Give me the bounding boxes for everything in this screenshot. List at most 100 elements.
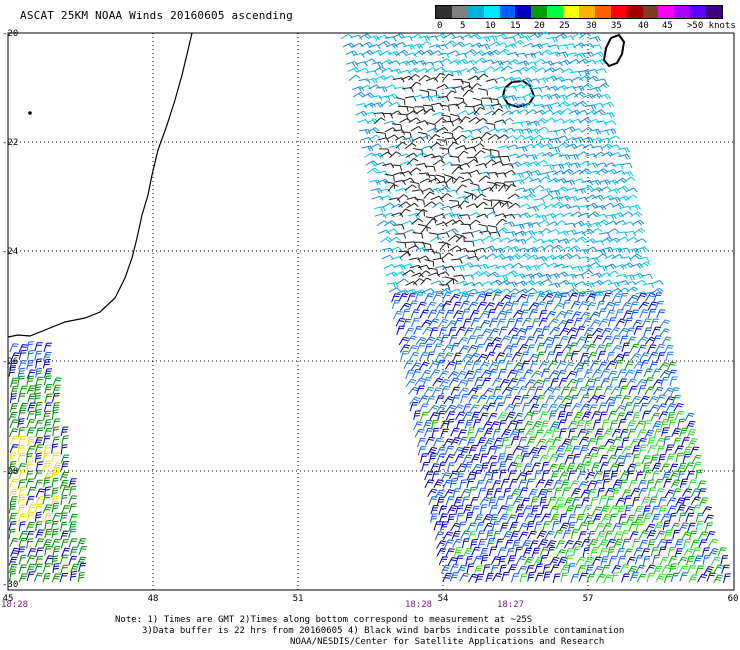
wind-barb	[608, 555, 618, 565]
wind-barb	[27, 393, 36, 403]
wind-barb	[478, 270, 491, 277]
wind-barb	[428, 44, 442, 50]
wind-barb	[561, 168, 574, 175]
wind-barb	[550, 471, 560, 481]
wind-barb	[69, 485, 77, 496]
wind-barb	[532, 420, 543, 430]
colorbar-label: 35	[611, 21, 622, 31]
wind-barb	[43, 410, 52, 421]
wind-barb	[426, 301, 437, 311]
wind-barb	[437, 410, 446, 421]
wind-barb	[488, 497, 497, 507]
wind-barb	[492, 201, 505, 209]
wind-barb	[486, 530, 494, 540]
wind-barb	[592, 556, 602, 566]
wind-barb	[466, 156, 478, 163]
wind-barb	[685, 420, 696, 430]
wind-barb	[386, 282, 399, 289]
wind-barb	[532, 238, 545, 244]
wind-barb	[518, 479, 527, 489]
wind-barb	[480, 462, 489, 473]
wind-barb	[26, 375, 35, 386]
wind-barb	[554, 487, 562, 498]
wind-barb	[34, 452, 42, 463]
wind-barb	[490, 199, 502, 206]
wind-barb	[476, 480, 485, 490]
wind-barb	[393, 264, 406, 270]
wind-barb	[679, 522, 689, 532]
wind-barb	[419, 89, 430, 97]
wind-barb	[496, 274, 509, 281]
wind-barb	[636, 292, 647, 302]
wind-barb	[468, 486, 477, 497]
wind-barb	[466, 335, 477, 345]
wind-barb	[643, 420, 652, 430]
wind-barb	[543, 164, 555, 171]
wind-barb	[485, 395, 496, 405]
wind-barb	[463, 240, 475, 247]
colorbar-label: 15	[510, 21, 521, 31]
wind-barb	[68, 538, 78, 548]
wind-barb	[619, 335, 629, 345]
wind-barb	[661, 564, 672, 574]
wind-barb	[662, 520, 671, 531]
wind-barb	[491, 469, 499, 480]
wind-barb	[414, 377, 426, 386]
wind-barb	[570, 351, 579, 361]
wind-barb	[537, 31, 550, 38]
wind-barb	[618, 147, 630, 154]
wind-barb	[495, 182, 506, 189]
wind-barb	[68, 503, 77, 513]
wind-barb	[421, 49, 434, 56]
wind-barb	[566, 187, 579, 193]
wind-barb	[436, 83, 449, 89]
wind-barb	[638, 301, 650, 310]
wind-barb	[563, 352, 573, 362]
wind-barb	[598, 539, 609, 548]
wind-barb	[583, 369, 593, 379]
wind-barb	[627, 428, 637, 438]
wind-barb	[514, 546, 523, 557]
wind-barb	[501, 110, 514, 116]
wind-barb	[78, 546, 88, 556]
wind-barb	[525, 565, 535, 575]
wind-barb	[666, 497, 677, 506]
wind-barb	[652, 554, 660, 565]
wind-barb	[600, 368, 611, 378]
wind-barb	[504, 539, 514, 549]
wind-barb	[426, 395, 436, 405]
wind-barb	[34, 401, 43, 412]
wind-barb	[531, 134, 544, 141]
wind-barb	[535, 301, 547, 310]
wind-barb	[661, 427, 670, 437]
wind-barb	[624, 369, 635, 378]
wind-barb	[634, 555, 644, 565]
wind-barb	[18, 564, 27, 574]
wind-barb	[423, 191, 435, 199]
wind-barb	[464, 419, 473, 429]
wind-barb	[621, 446, 632, 455]
wind-barb	[598, 308, 607, 318]
wind-barb	[35, 367, 43, 378]
wind-barb	[566, 101, 579, 108]
wind-barb	[529, 361, 539, 371]
wind-barb	[396, 325, 405, 335]
wind-barb	[611, 247, 624, 254]
wind-barb	[463, 547, 473, 557]
wind-barb	[421, 461, 430, 472]
wind-barb	[499, 564, 507, 575]
wind-barb	[451, 125, 464, 132]
wind-barb	[651, 462, 662, 472]
wind-barb	[34, 511, 42, 522]
wind-barb	[631, 445, 641, 455]
wind-barb	[35, 488, 45, 498]
wind-barb	[485, 351, 496, 361]
wind-barb	[536, 342, 546, 352]
wind-barb	[384, 220, 397, 227]
wind-barb	[552, 170, 566, 176]
wind-barb	[586, 343, 597, 353]
wind-barb	[605, 220, 618, 226]
wind-barb	[424, 479, 435, 489]
wind-barb	[453, 361, 463, 371]
wind-barb	[556, 94, 569, 101]
